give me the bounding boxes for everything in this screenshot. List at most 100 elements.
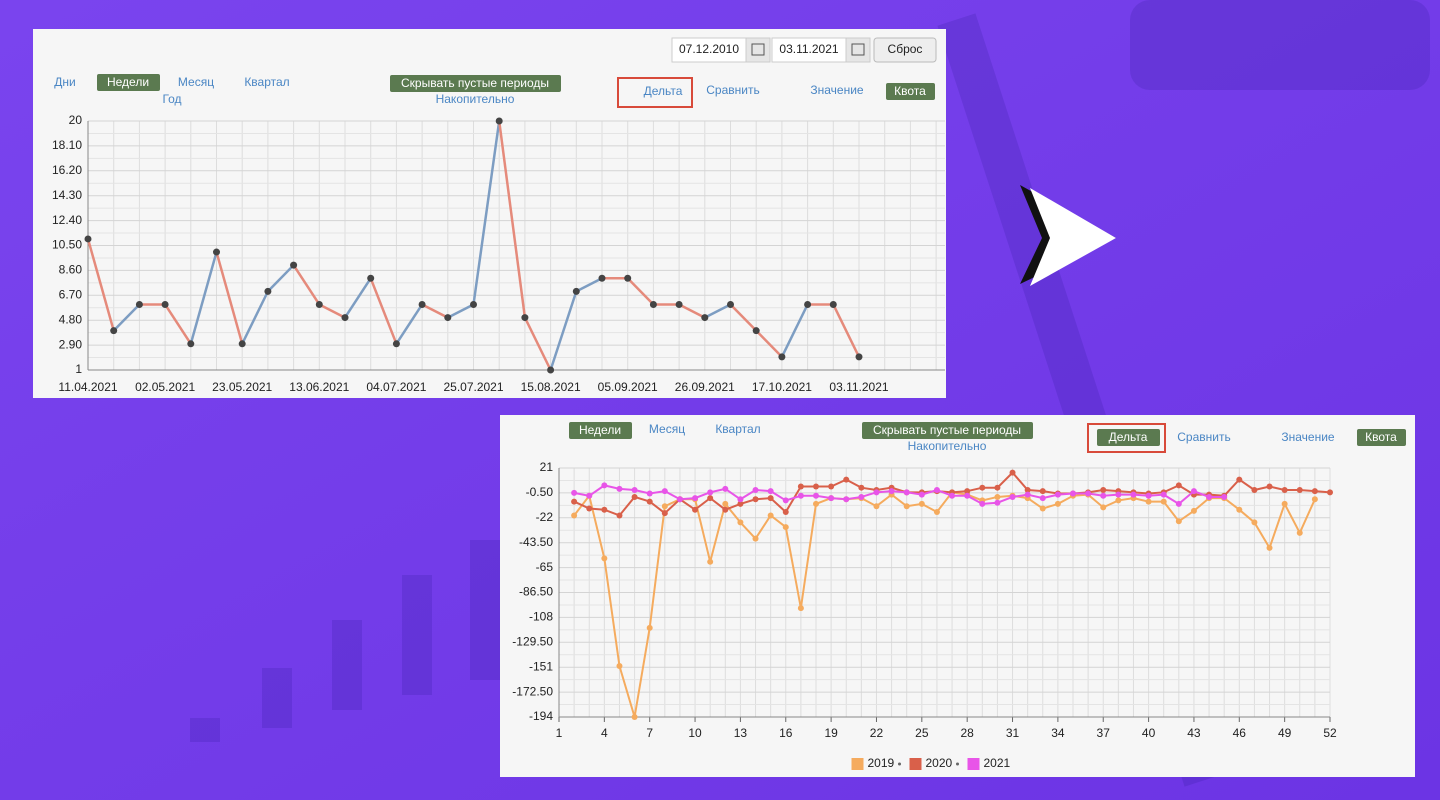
y-tick-label: 14.30 [52, 188, 82, 202]
period-label: Недели [579, 423, 621, 437]
data-point [187, 340, 195, 348]
reset-label: Сброс [888, 42, 923, 56]
data-point [1100, 487, 1107, 494]
data-point [135, 300, 143, 308]
data-point [1311, 496, 1318, 503]
data-point [692, 506, 699, 513]
mode-active[interactable] [1097, 429, 1160, 446]
data-point [1115, 497, 1122, 504]
data-point [903, 503, 910, 510]
line-segment [318, 303, 346, 319]
legend-label: 2020 [926, 756, 953, 770]
mode-active[interactable] [886, 83, 935, 100]
period-link[interactable]: Месяц [178, 75, 214, 89]
x-tick-label: 11.04.2021 [58, 380, 117, 394]
data-point [933, 509, 940, 516]
line-segment [755, 329, 783, 358]
x-tick-label: 7 [646, 726, 653, 740]
toggle-active[interactable] [390, 75, 561, 92]
data-point [631, 493, 638, 500]
reset-button[interactable] [873, 37, 937, 63]
toggle-link[interactable]: Накопительно [436, 92, 515, 106]
line-segment [497, 120, 527, 318]
period-link[interactable]: Квартал [244, 75, 289, 89]
x-tick-label: 4 [601, 726, 608, 740]
data-point [949, 492, 956, 499]
mode-link[interactable]: Значение [1281, 430, 1335, 444]
x-tick-label: 13.06.2021 [289, 380, 349, 394]
calendar-button[interactable] [745, 37, 771, 63]
data-point [722, 485, 729, 492]
y-tick-label: -22 [536, 510, 554, 524]
data-point [707, 558, 714, 565]
y-tick-label: -108 [529, 610, 553, 624]
period-active[interactable] [97, 74, 160, 91]
data-point [1221, 493, 1228, 500]
data-point [84, 235, 92, 243]
data-point [964, 492, 971, 499]
data-point [964, 488, 971, 495]
data-point [1024, 487, 1031, 494]
mode-link[interactable]: Значение [810, 83, 864, 97]
y-tick-label: 10.50 [52, 238, 82, 252]
date-input[interactable] [671, 37, 747, 63]
period-link[interactable]: Месяц [649, 422, 685, 436]
data-point [1236, 476, 1243, 483]
x-tick-label: 25.07.2021 [443, 380, 503, 394]
period-link[interactable]: Год [162, 92, 181, 106]
mode-active[interactable] [1357, 429, 1406, 446]
data-point [547, 366, 555, 374]
mode-label: Квота [894, 84, 926, 98]
x-tick-label: 10 [688, 726, 702, 740]
data-point [601, 506, 608, 513]
data-point [707, 495, 714, 502]
data-point [1251, 487, 1258, 494]
mode-link[interactable]: Дельта [644, 84, 683, 98]
line-segment [678, 303, 706, 319]
y-tick-label: 6.70 [59, 287, 83, 301]
x-tick-label: 22 [870, 726, 884, 740]
x-tick-label: 34 [1051, 726, 1065, 740]
y-tick-label: 21 [540, 460, 554, 474]
data-point [1009, 469, 1016, 476]
x-tick-label: 40 [1142, 726, 1156, 740]
line-segment [704, 303, 732, 319]
period-link[interactable]: Дни [54, 75, 75, 89]
data-point [804, 300, 812, 308]
calendar-button[interactable] [845, 37, 871, 63]
data-point [110, 327, 118, 335]
data-point [829, 300, 837, 308]
period-link[interactable]: Квартал [715, 422, 760, 436]
y-tick-label: -86.50 [519, 585, 553, 599]
y-tick-label: 18.10 [52, 138, 82, 152]
data-point [1251, 519, 1258, 526]
data-point [707, 489, 714, 496]
period-active[interactable] [569, 422, 632, 439]
y-tick-label: 4.80 [59, 312, 83, 326]
data-point [782, 524, 789, 531]
y-tick-label: -129.50 [512, 634, 553, 648]
data-point [1039, 488, 1046, 495]
data-point [994, 493, 1001, 500]
data-point [994, 484, 1001, 491]
data-point [782, 509, 789, 516]
highlight-box [1087, 423, 1166, 453]
line-segment [421, 303, 449, 319]
y-tick-label: 20 [69, 113, 83, 127]
mode-link[interactable]: Сравнить [706, 83, 759, 97]
data-point [1236, 506, 1243, 513]
toggle-active[interactable] [862, 422, 1033, 439]
data-point [797, 605, 804, 612]
mode-link[interactable]: Сравнить [1177, 430, 1230, 444]
line-segment [395, 303, 424, 345]
data-point [470, 300, 477, 308]
line-segment [575, 277, 603, 293]
date-from: 07.12.2010 [679, 42, 739, 56]
data-point [1054, 500, 1061, 507]
x-tick-label: 03.11.2021 [829, 380, 888, 394]
x-tick-label: 17.10.2021 [752, 380, 812, 394]
toggle-link[interactable]: Накопительно [908, 439, 987, 453]
line-segment [523, 317, 552, 371]
data-point [631, 487, 638, 494]
data-point [649, 300, 657, 308]
